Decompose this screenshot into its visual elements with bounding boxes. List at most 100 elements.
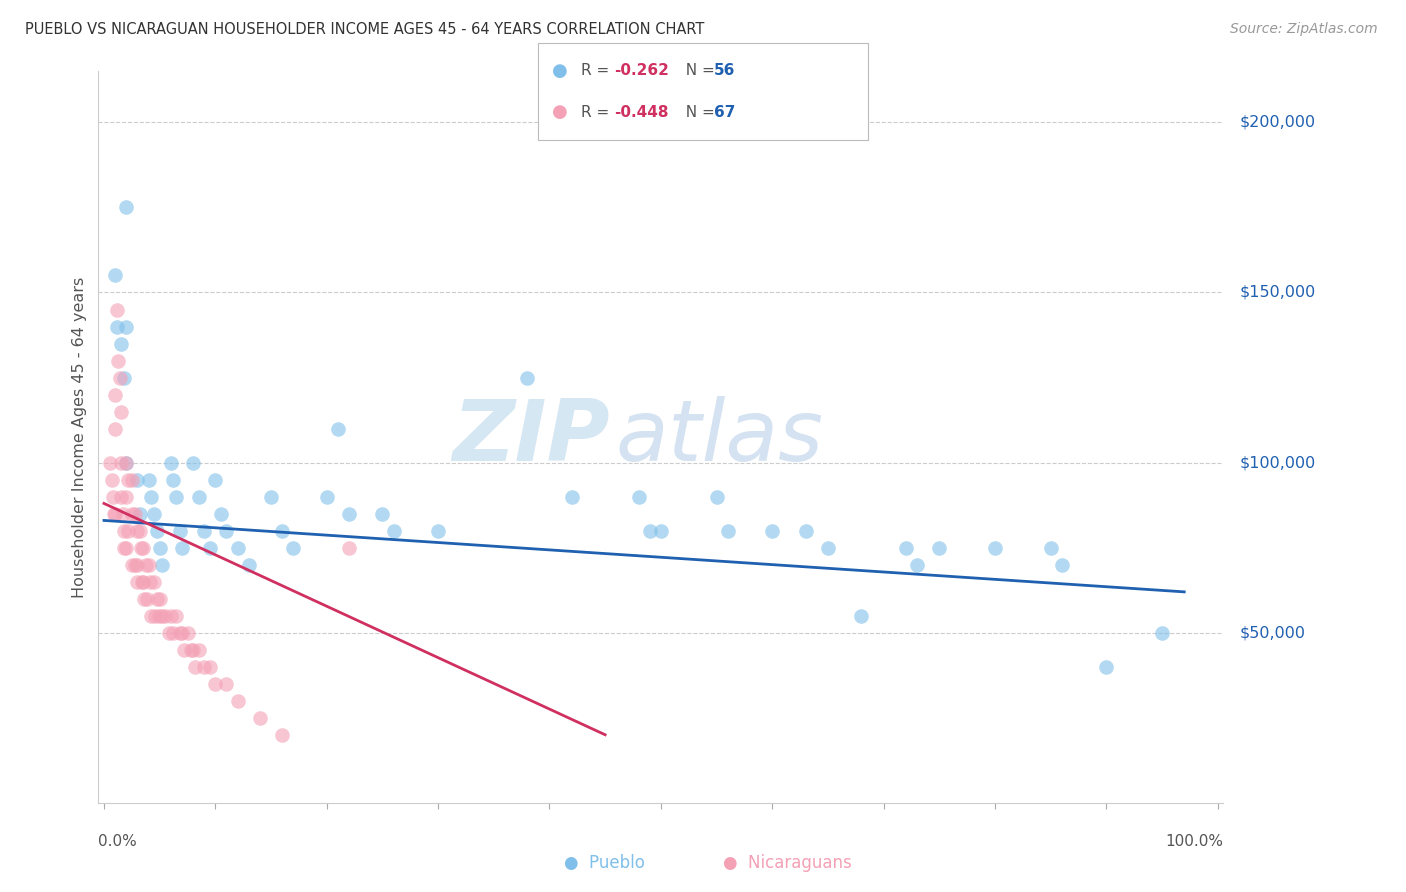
Point <box>108 370 131 384</box>
Point <box>128 524 150 538</box>
Point <box>115 456 138 470</box>
Point <box>159 608 181 623</box>
Text: 100.0%: 100.0% <box>1166 833 1223 848</box>
Point <box>104 387 127 401</box>
Point <box>761 524 783 538</box>
Point <box>111 507 134 521</box>
Point <box>121 507 143 521</box>
Point <box>115 456 138 470</box>
Point <box>427 524 450 538</box>
Text: -0.448: -0.448 <box>614 104 669 120</box>
Point <box>561 490 583 504</box>
Point <box>135 558 157 572</box>
Point <box>928 541 950 555</box>
Point <box>198 541 221 555</box>
Point <box>132 591 155 606</box>
Point <box>193 659 215 673</box>
Point <box>131 574 153 589</box>
Point <box>717 524 740 538</box>
Point <box>170 541 193 555</box>
Text: Source: ZipAtlas.com: Source: ZipAtlas.com <box>1230 22 1378 37</box>
Point <box>283 541 305 555</box>
Text: $50,000: $50,000 <box>1240 625 1306 640</box>
Point <box>894 541 917 555</box>
Point <box>115 201 138 215</box>
Point <box>650 524 672 538</box>
Point <box>101 473 124 487</box>
Point <box>706 490 728 504</box>
Point <box>121 558 143 572</box>
Point <box>138 473 160 487</box>
Point <box>204 473 226 487</box>
Point <box>143 608 166 623</box>
Point <box>155 608 177 623</box>
Point <box>1039 541 1062 555</box>
Text: 67: 67 <box>714 104 735 120</box>
Point <box>110 336 132 351</box>
Point <box>326 421 349 435</box>
Point <box>169 524 191 538</box>
Text: R =: R = <box>581 63 614 78</box>
Point <box>382 524 405 538</box>
Point <box>115 490 138 504</box>
Text: N =: N = <box>676 104 720 120</box>
Point <box>132 541 155 555</box>
Text: -0.262: -0.262 <box>614 63 669 78</box>
Point <box>146 524 169 538</box>
Point <box>149 591 172 606</box>
Point <box>148 608 170 623</box>
Point <box>105 319 128 334</box>
Point <box>107 353 129 368</box>
Point <box>112 370 135 384</box>
Point <box>117 524 139 538</box>
Text: 56: 56 <box>714 63 735 78</box>
Point <box>371 507 394 521</box>
Point <box>181 642 204 657</box>
Point <box>905 558 928 572</box>
Point <box>238 558 260 572</box>
Point <box>337 541 360 555</box>
Point <box>138 574 160 589</box>
Point <box>112 524 135 538</box>
Text: $150,000: $150,000 <box>1240 285 1316 300</box>
Point <box>209 507 232 521</box>
Text: R =: R = <box>581 104 614 120</box>
Point <box>143 507 166 521</box>
Text: ●  Nicaraguans: ● Nicaraguans <box>723 854 852 871</box>
Point <box>215 524 238 538</box>
Point <box>187 490 209 504</box>
Point <box>103 507 125 521</box>
Text: ZIP: ZIP <box>453 395 610 479</box>
Point <box>337 507 360 521</box>
Point <box>149 541 172 555</box>
Point <box>101 490 124 504</box>
Y-axis label: Householder Income Ages 45 - 64 years: Householder Income Ages 45 - 64 years <box>72 277 87 598</box>
Point <box>136 591 159 606</box>
Point <box>1050 558 1073 572</box>
Point <box>129 541 152 555</box>
Point <box>132 574 155 589</box>
Text: PUEBLO VS NICARAGUAN HOUSEHOLDER INCOME AGES 45 - 64 YEARS CORRELATION CHART: PUEBLO VS NICARAGUAN HOUSEHOLDER INCOME … <box>25 22 704 37</box>
Point <box>187 642 209 657</box>
Point <box>127 558 149 572</box>
Point <box>226 694 249 708</box>
Point <box>127 524 149 538</box>
Point <box>198 659 221 673</box>
Point <box>627 490 650 504</box>
Point <box>193 524 215 538</box>
Point <box>176 625 198 640</box>
Text: 0.0%: 0.0% <box>98 833 138 848</box>
Point <box>794 524 817 538</box>
Point <box>104 268 127 283</box>
Point <box>159 456 181 470</box>
Point <box>110 404 132 418</box>
Point <box>181 456 204 470</box>
Text: ●: ● <box>551 103 568 121</box>
Point <box>226 541 249 555</box>
Point <box>249 711 271 725</box>
Point <box>157 625 180 640</box>
Point <box>127 473 149 487</box>
Point <box>165 490 187 504</box>
Point <box>115 319 138 334</box>
Point <box>105 302 128 317</box>
